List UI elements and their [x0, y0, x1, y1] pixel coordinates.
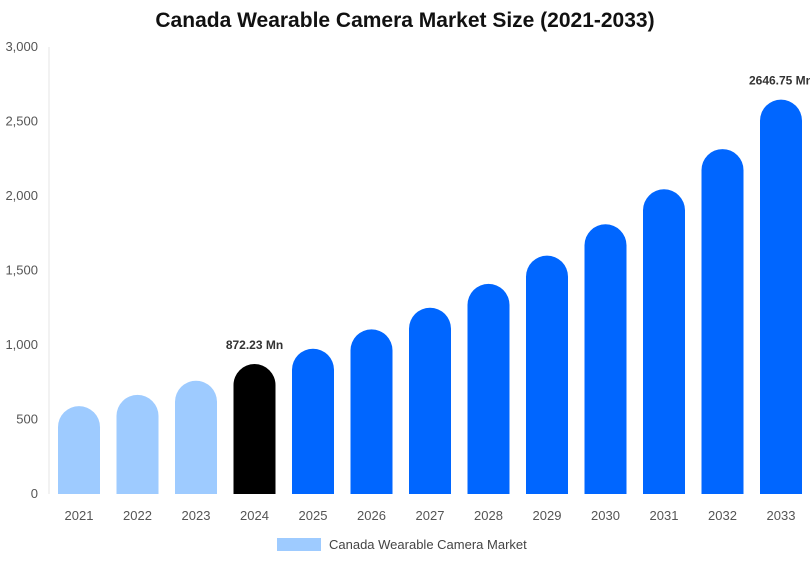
legend-label: Canada Wearable Camera Market — [329, 536, 527, 552]
x-tick-label: 2026 — [357, 508, 386, 523]
x-tick-label: 2022 — [123, 508, 152, 523]
bar-2024 — [233, 364, 276, 494]
bar-2028 — [467, 283, 510, 494]
y-axis-ticks: 0 500 1,000 1,500 2,000 2,500 3,000 — [5, 39, 38, 501]
bar-2032 — [701, 149, 744, 494]
x-tick-label: 2029 — [533, 508, 562, 523]
x-tick-label: 2031 — [650, 508, 679, 523]
legend-swatch — [277, 537, 321, 551]
bar-2022 — [116, 394, 159, 494]
x-tick-label: 2024 — [240, 508, 269, 523]
bar-2026 — [350, 329, 393, 494]
data-label-2033: 2646.75 Mn — [749, 74, 810, 88]
x-tick-label: 2027 — [416, 508, 445, 523]
y-tick-label: 0 — [31, 486, 38, 501]
bar-2021 — [58, 406, 100, 494]
bar-2031 — [643, 189, 685, 495]
legend: Canada Wearable Camera Market — [277, 536, 527, 552]
x-tick-label: 2025 — [299, 508, 328, 523]
y-tick-label: 1,500 — [5, 263, 38, 278]
bars — [58, 99, 802, 495]
x-tick-label: 2030 — [591, 508, 620, 523]
bar-2025 — [292, 348, 334, 494]
x-tick-label: 2028 — [474, 508, 503, 523]
y-tick-label: 2,500 — [5, 114, 38, 129]
bar-2023 — [175, 380, 217, 494]
y-tick-label: 2,000 — [5, 188, 38, 203]
data-label-2024: 872.23 Mn — [226, 338, 283, 352]
y-tick-label: 1,000 — [5, 337, 38, 352]
x-tick-label: 2033 — [767, 508, 796, 523]
x-axis-ticks: 2021 2022 2023 2024 2025 2026 2027 2028 2029 2030… — [65, 508, 796, 523]
bar-2033 — [760, 99, 802, 495]
data-labels: 872.23 Mn 2646.75 Mn — [226, 74, 810, 352]
y-tick-label: 500 — [16, 412, 38, 427]
x-tick-label: 2032 — [708, 508, 737, 523]
bar-2029 — [526, 255, 568, 494]
bar-2030 — [584, 224, 627, 495]
bar-2027 — [409, 307, 451, 494]
y-tick-label: 3,000 — [5, 39, 38, 54]
x-tick-label: 2023 — [182, 508, 211, 523]
chart-title: Canada Wearable Camera Market Size (2021… — [155, 9, 655, 32]
x-tick-label: 2021 — [65, 508, 94, 523]
